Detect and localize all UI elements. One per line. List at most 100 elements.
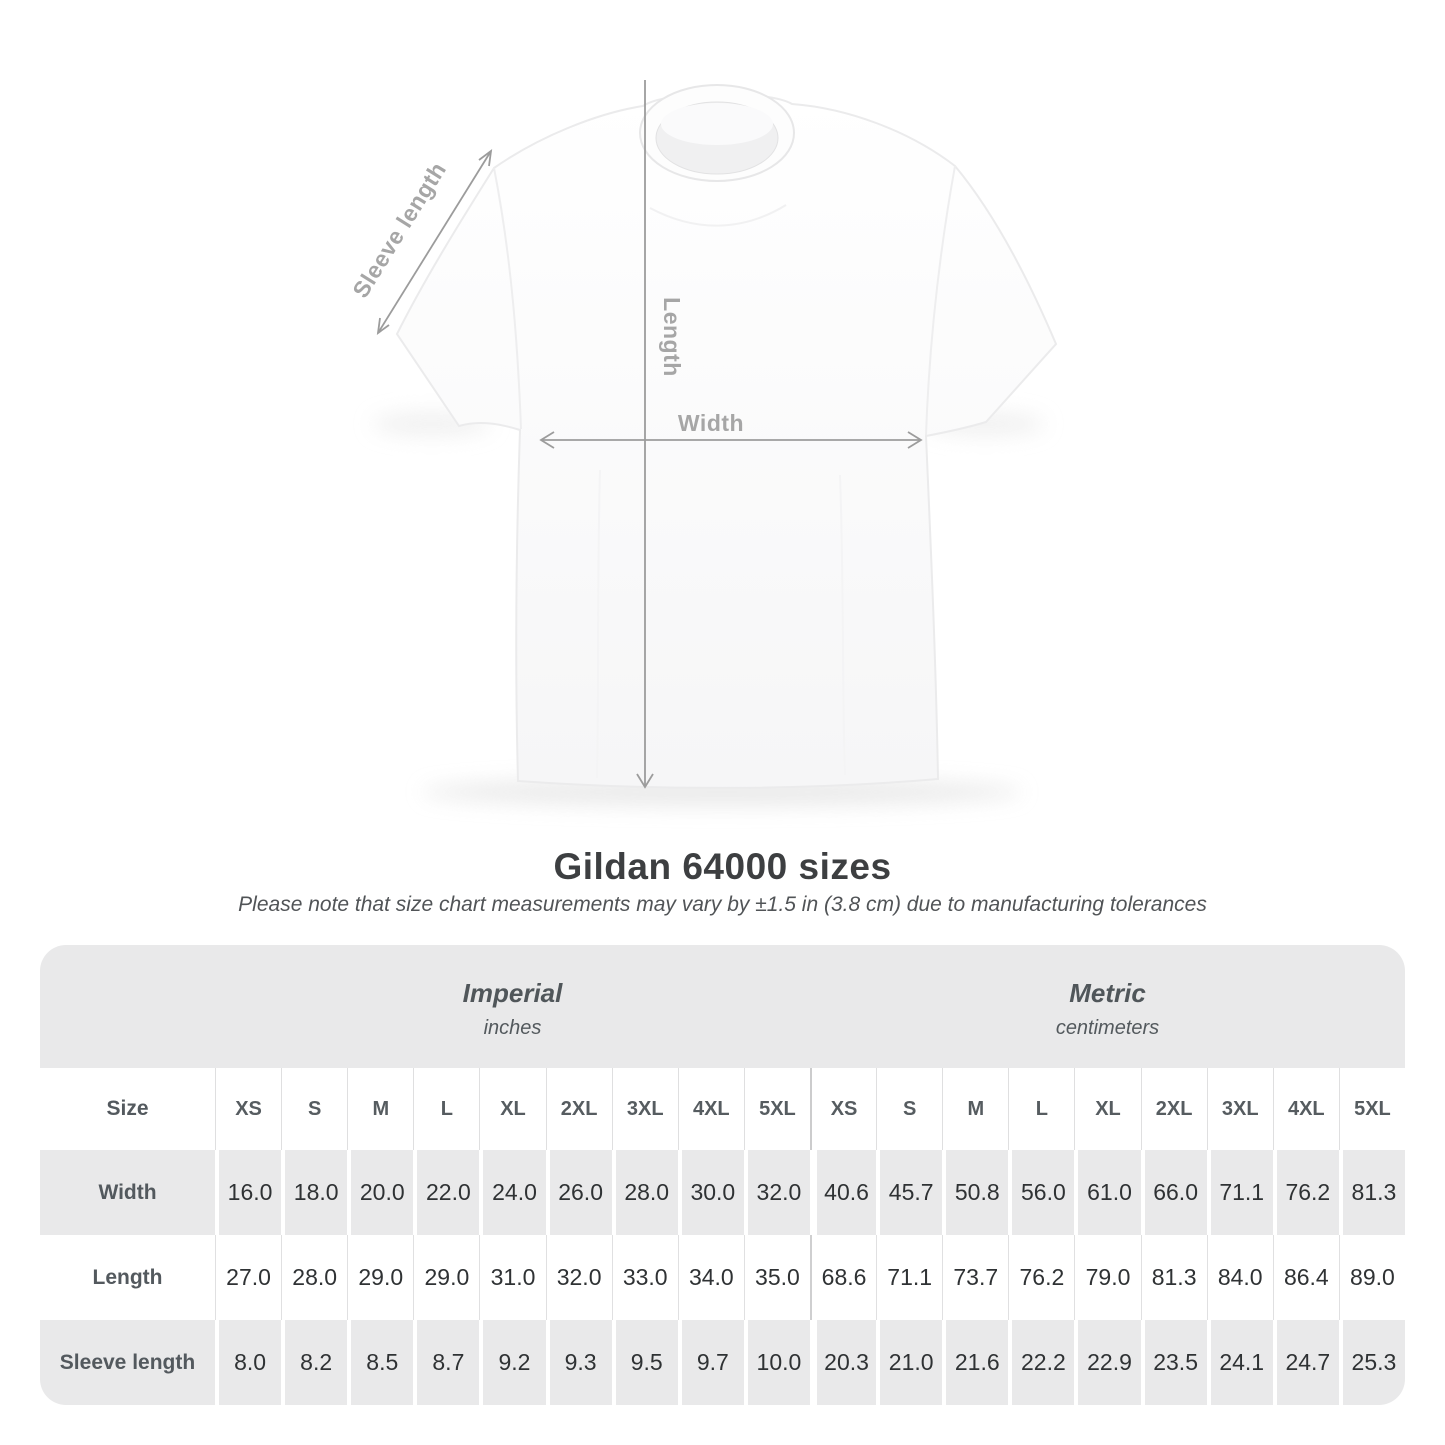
imperial-unit: inches [483,1016,542,1039]
width-label: Width [678,410,744,436]
value-cell: 29.0 [347,1235,414,1320]
table-row: Width 16.0 18.0 20.0 22.0 24.0 26.0 28.0 30.0 32.… [40,1150,1405,1235]
value-cell: 89.0 [1338,1235,1405,1320]
row-label: Length [40,1235,215,1320]
value-cell: 86.4 [1272,1235,1339,1320]
size-col-header: 4XL [677,1068,744,1150]
value-cell: 9.5 [611,1320,678,1405]
tolerance-note: Please note that size chart measurements… [238,893,1207,916]
value-cell: 31.0 [479,1235,546,1320]
value-cell: 8.5 [347,1320,414,1405]
value-cell: 28.0 [611,1150,678,1235]
value-cell: 33.0 [611,1235,678,1320]
value-cell: 76.2 [1272,1150,1339,1235]
value-cell: 24.7 [1272,1320,1339,1405]
value-cell: 18.0 [281,1150,348,1235]
value-cell: 8.0 [215,1320,282,1405]
imperial-heading: Imperial [462,977,563,1008]
value-cell: 81.3 [1140,1235,1207,1320]
size-col-header: 3XL [611,1068,678,1150]
width-arrow [539,431,923,449]
size-header-label: Size [106,1097,149,1120]
value-cell: 9.7 [677,1320,744,1405]
value-cell: 24.0 [479,1150,546,1235]
value-cell: 79.0 [1074,1235,1141,1320]
value-cell: 32.0 [743,1150,810,1235]
value-cell: 8.7 [413,1320,480,1405]
value-cell: 32.0 [545,1235,612,1320]
size-col-header: 4XL [1272,1068,1339,1150]
value-cell: 22.9 [1074,1320,1141,1405]
sleeve-length-arrow [376,148,493,335]
fabric-folds [493,165,956,779]
size-col-header: XS [810,1068,876,1150]
metric-unit: centimeters [1055,1016,1160,1039]
size-col-header: S [281,1068,347,1150]
value-cell: 23.5 [1140,1320,1207,1405]
table-row: Sleeve length 8.0 8.2 8.5 8.7 9.2 9.3 9.5 9.7 10.… [40,1320,1405,1405]
value-cell: 27.0 [215,1235,282,1320]
row-label: Width [40,1150,215,1235]
value-cell: 45.7 [876,1150,943,1235]
value-cell: 22.0 [413,1150,480,1235]
value-cell: 8.2 [281,1320,348,1405]
value-cell: 26.0 [545,1150,612,1235]
value-cell: 40.6 [810,1150,877,1235]
length-label: Length [659,297,685,377]
table-row: Length 27.0 28.0 29.0 29.0 31.0 32.0 33.0 34.0 35… [40,1235,1405,1320]
value-cell: 20.0 [347,1150,414,1235]
size-col-header: XL [479,1068,545,1150]
size-col-header: L [1008,1068,1074,1150]
size-col-header: 3XL [1206,1068,1273,1150]
value-cell: 9.2 [479,1320,546,1405]
value-cell: 24.1 [1206,1320,1273,1405]
size-col-header: M [942,1068,1008,1150]
size-col-header: S [876,1068,942,1150]
collar [639,84,795,182]
size-col-header: XS [215,1068,281,1150]
value-cell: 9.3 [545,1320,612,1405]
tshirt-diagram: Width Length Sleeve length [347,80,1058,806]
value-cell: 30.0 [677,1150,744,1235]
value-cell: 25.3 [1338,1320,1405,1405]
value-cell: 34.0 [677,1235,744,1320]
size-table: Imperial inches Metric centimeters Size … [40,945,1405,1405]
size-col-header: 2XL [1140,1068,1207,1150]
value-cell: 21.6 [942,1320,1009,1405]
table-rows: Width 16.0 18.0 20.0 22.0 24.0 26.0 28.0 30.0 32.… [40,1150,1405,1405]
size-col-header: 2XL [545,1068,612,1150]
tshirt-illustration [395,84,1058,789]
value-cell: 10.0 [743,1320,810,1405]
value-cell: 28.0 [281,1235,348,1320]
unit-group-metric: Metric centimeters [810,945,1405,1068]
metric-heading: Metric [1069,977,1146,1008]
value-cell: 56.0 [1008,1150,1075,1235]
value-cell: 21.0 [876,1320,943,1405]
value-cell: 50.8 [942,1150,1009,1235]
tshirt-diagram-svg: Width Length Sleeve length [347,80,1058,806]
unit-band: Imperial inches Metric centimeters [40,945,1405,1068]
size-col-header: XL [1074,1068,1140,1150]
size-col-header: M [347,1068,413,1150]
size-header-row: Size XS S M L XL 2XL 3XL 4XL 5XL XS S M L XL 2XL 3XL 4XL… [40,1068,1405,1150]
unit-band-spacer [40,945,215,1068]
value-cell: 61.0 [1074,1150,1141,1235]
value-cell: 71.1 [876,1235,943,1320]
page-title: Gildan 64000 sizes [553,846,892,887]
value-cell: 16.0 [215,1150,282,1235]
size-col-header: 5XL [1338,1068,1405,1150]
value-cell: 35.0 [743,1235,810,1320]
size-col-header: L [413,1068,479,1150]
unit-group-imperial: Imperial inches [215,945,810,1068]
value-cell: 68.6 [810,1235,877,1320]
value-cell: 22.2 [1008,1320,1075,1405]
value-cell: 76.2 [1008,1235,1075,1320]
value-cell: 29.0 [413,1235,480,1320]
value-cell: 73.7 [942,1235,1009,1320]
value-cell: 20.3 [810,1320,877,1405]
value-cell: 66.0 [1140,1150,1207,1235]
size-col-header: 5XL [743,1068,810,1150]
value-cell: 84.0 [1206,1235,1273,1320]
row-label: Sleeve length [40,1320,215,1405]
